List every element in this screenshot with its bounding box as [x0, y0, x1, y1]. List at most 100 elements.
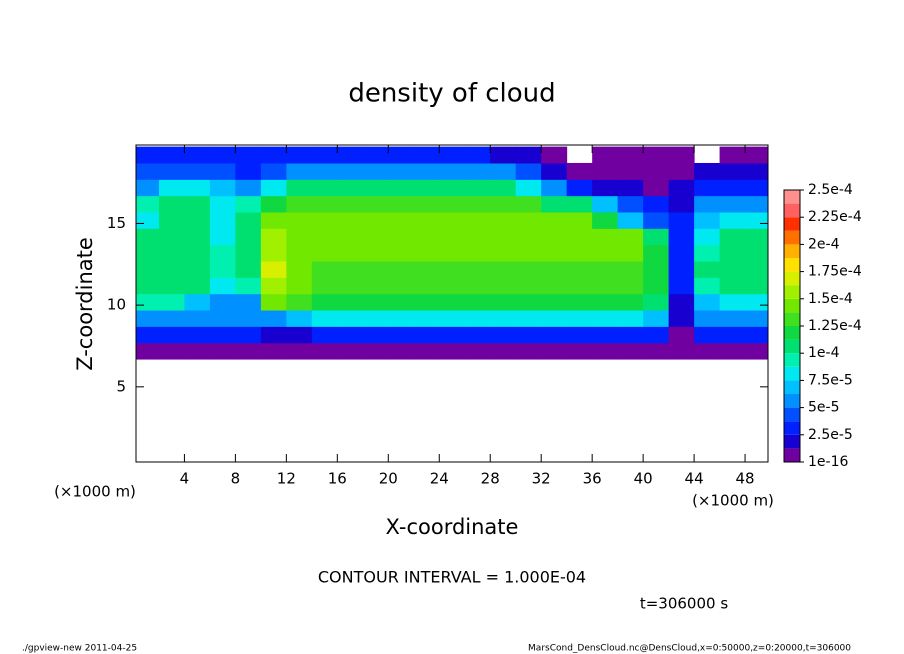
- colorbar-band: [784, 448, 800, 462]
- cell: [719, 162, 746, 180]
- cell: [694, 342, 721, 360]
- cell: [362, 293, 389, 311]
- cell: [311, 277, 338, 295]
- cell: [337, 342, 364, 360]
- cell: [311, 326, 338, 344]
- cell: [209, 261, 236, 278]
- colorbar-band: [784, 326, 800, 340]
- cell: [136, 342, 160, 360]
- cell: [515, 326, 542, 344]
- cell: [566, 244, 593, 262]
- cell: [515, 277, 542, 295]
- cell: [490, 211, 517, 229]
- cell: [439, 326, 466, 344]
- cell: [464, 179, 491, 197]
- cell: [235, 342, 262, 360]
- cell: [668, 179, 695, 197]
- cell: [541, 342, 568, 360]
- cell: [388, 261, 415, 278]
- cell: [337, 310, 364, 327]
- cell: [388, 293, 415, 311]
- cell: [515, 195, 542, 213]
- cell: [311, 195, 338, 213]
- cell: [439, 277, 466, 295]
- y-tick-label: 10: [107, 296, 126, 314]
- cell: [668, 228, 695, 246]
- cell: [413, 310, 440, 327]
- colorbar-band: [784, 434, 800, 449]
- cell: [136, 310, 160, 327]
- colorbar-label: 1e-4: [808, 345, 840, 361]
- cell: [694, 261, 721, 278]
- cell: [413, 293, 440, 311]
- cell: [158, 162, 185, 180]
- cell: [235, 261, 262, 278]
- cell: [413, 179, 440, 197]
- cell: [413, 342, 440, 360]
- cell: [439, 146, 466, 164]
- cell: [490, 261, 517, 278]
- cell: [260, 326, 287, 344]
- contour-interval: CONTOUR INTERVAL = 1.000E-04: [318, 568, 586, 587]
- cell: [719, 310, 746, 327]
- colorbar-label: 2.5e-4: [808, 182, 853, 198]
- cell: [209, 228, 236, 246]
- colorbar-label: 2.25e-4: [808, 209, 862, 225]
- cell: [260, 310, 287, 327]
- cell: [158, 211, 185, 229]
- colorbar-band: [784, 366, 800, 381]
- cell: [464, 293, 491, 311]
- cell: [337, 326, 364, 344]
- colorbar-label: 1.75e-4: [808, 264, 862, 280]
- cell: [136, 211, 160, 229]
- cell: [643, 277, 670, 295]
- cell: [694, 244, 721, 262]
- cell: [337, 244, 364, 262]
- cell: [362, 326, 389, 344]
- cell: [362, 195, 389, 213]
- cell: [694, 228, 721, 246]
- y-tick-label: 15: [107, 214, 126, 232]
- chart-title: density of cloud: [348, 79, 555, 109]
- cell: [158, 244, 185, 262]
- cell: [209, 162, 236, 180]
- cell: [617, 326, 644, 344]
- cell: [719, 211, 746, 229]
- cell: [413, 162, 440, 180]
- x-tick-label: 44: [685, 470, 704, 488]
- colorbar-band: [784, 380, 800, 394]
- cell: [566, 342, 593, 360]
- cell: [311, 162, 338, 180]
- cell: [362, 162, 389, 180]
- cell: [541, 179, 568, 197]
- cell: [515, 146, 542, 164]
- cell: [413, 261, 440, 278]
- cell: [617, 261, 644, 278]
- cell: [617, 277, 644, 295]
- cell: [694, 310, 721, 327]
- footer-left: ./gpview-new 2011-04-25: [22, 644, 137, 654]
- cell: [286, 293, 313, 311]
- cell: [668, 342, 695, 360]
- cell: [184, 261, 211, 278]
- cell: [337, 146, 364, 164]
- cell: [362, 228, 389, 246]
- cell: [337, 261, 364, 278]
- cell: [184, 162, 211, 180]
- cell: [694, 179, 721, 197]
- cell: [719, 342, 746, 360]
- cell: [592, 211, 619, 229]
- cell: [541, 310, 568, 327]
- cell: [566, 195, 593, 213]
- cell: [439, 179, 466, 197]
- colorbar-band: [784, 258, 800, 272]
- colorbar-band: [784, 339, 800, 354]
- plot-frame: [135, 144, 769, 463]
- cell: [566, 162, 593, 180]
- cell: [643, 244, 670, 262]
- cell: [136, 195, 160, 213]
- cell: [136, 244, 160, 262]
- cell: [719, 195, 746, 213]
- cell: [388, 195, 415, 213]
